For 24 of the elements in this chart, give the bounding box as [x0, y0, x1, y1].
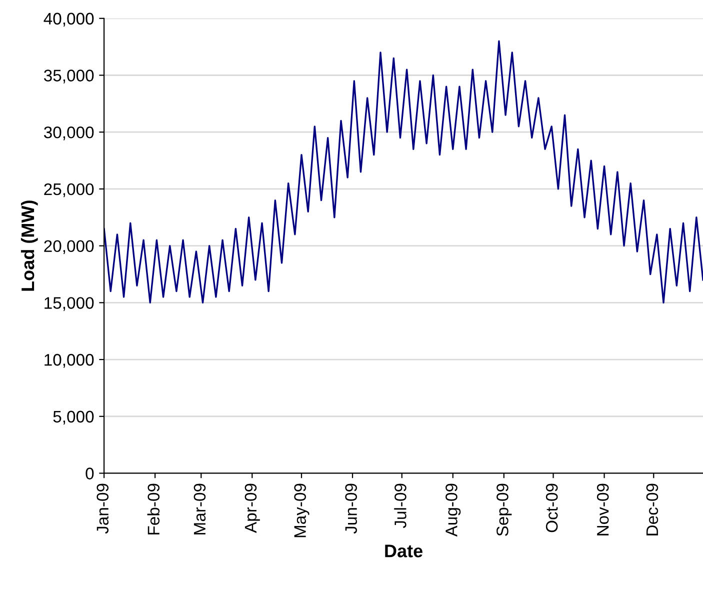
x-tick-label: Jun-09: [345, 484, 357, 534]
y-tick-label: 20,000: [44, 240, 94, 254]
y-tick-label: 40,000: [44, 12, 94, 27]
y-axis-title: Load (MW): [20, 200, 38, 291]
y-tick-label: 0: [86, 468, 94, 480]
y-tick-label: 35,000: [44, 70, 94, 84]
y-tick-label: 15,000: [44, 297, 94, 311]
y-tick-label: 25,000: [44, 183, 94, 198]
x-tick-label: Sep-09: [496, 484, 512, 536]
x-tick-label: Feb-09: [147, 484, 160, 534]
x-tick-label: Jan-09: [96, 484, 109, 534]
y-tick-label: 30,000: [44, 126, 94, 140]
x-tick-label: Apr-09: [244, 484, 260, 533]
x-tick-label: Oct-09: [546, 484, 558, 532]
y-tick-label: 10,000: [44, 354, 94, 368]
x-tick-label: Nov-09: [596, 484, 609, 536]
y-tick-label: 5,000: [53, 410, 94, 425]
x-tick-label: Aug-09: [446, 484, 461, 537]
x-tick-label: Jul-09: [394, 484, 406, 528]
x-tick-label: Dec-09: [646, 484, 658, 536]
line-series: [104, 40, 703, 304]
x-tick-label: Mar-09: [194, 484, 206, 534]
x-tick-label: May-09: [294, 484, 310, 538]
x-axis-title: Date: [385, 544, 422, 558]
